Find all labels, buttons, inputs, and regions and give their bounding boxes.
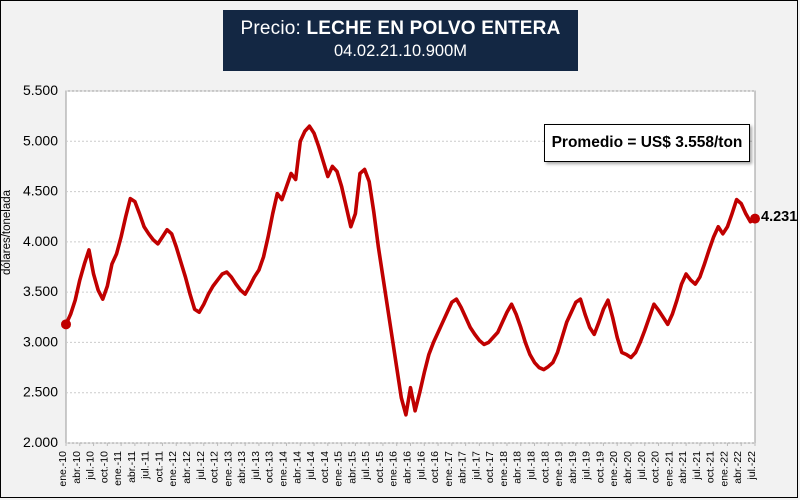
svg-text:ene.-16: ene.-16 <box>388 451 400 487</box>
svg-text:ene.-13: ene.-13 <box>222 451 234 487</box>
svg-text:oct.-17: oct.-17 <box>484 451 496 483</box>
svg-text:2.500: 2.500 <box>23 384 58 400</box>
svg-text:oct.-13: oct.-13 <box>264 451 276 483</box>
svg-text:oct.-16: oct.-16 <box>429 451 441 483</box>
svg-text:5.000: 5.000 <box>23 132 58 148</box>
svg-text:jul.-14: jul.-14 <box>305 451 317 481</box>
svg-text:abr.-20: abr.-20 <box>622 451 634 484</box>
svg-text:ene.-22: ene.-22 <box>718 451 730 487</box>
svg-text:abr.-14: abr.-14 <box>291 451 303 484</box>
svg-text:jul.-17: jul.-17 <box>470 451 482 481</box>
svg-text:abr.-19: abr.-19 <box>567 451 579 484</box>
svg-text:jul.-12: jul.-12 <box>195 451 207 481</box>
svg-text:ene.-17: ene.-17 <box>443 451 455 487</box>
svg-text:jul.-21: jul.-21 <box>691 451 703 481</box>
svg-text:ene.-15: ene.-15 <box>333 451 345 487</box>
svg-text:5.500: 5.500 <box>23 82 58 98</box>
svg-text:jul.-10: jul.-10 <box>85 451 97 481</box>
svg-text:3.500: 3.500 <box>23 283 58 299</box>
svg-text:ene.-19: ene.-19 <box>553 451 565 487</box>
svg-text:4.000: 4.000 <box>23 233 58 249</box>
svg-text:oct.-19: oct.-19 <box>594 451 606 483</box>
svg-text:jul.-15: jul.-15 <box>360 451 372 481</box>
svg-text:oct.-21: oct.-21 <box>705 451 717 483</box>
svg-text:ene.-10: ene.-10 <box>57 451 69 487</box>
svg-text:ene.-18: ene.-18 <box>498 451 510 487</box>
svg-text:4.500: 4.500 <box>23 183 58 199</box>
svg-text:abr.-22: abr.-22 <box>732 451 744 484</box>
svg-text:jul.-18: jul.-18 <box>526 451 538 481</box>
svg-text:oct.-11: oct.-11 <box>153 451 165 482</box>
svg-text:ene.-14: ene.-14 <box>277 451 289 487</box>
svg-text:abr.-15: abr.-15 <box>346 451 358 484</box>
svg-text:oct.-15: oct.-15 <box>374 451 386 483</box>
svg-text:oct.-14: oct.-14 <box>319 451 331 483</box>
svg-text:abr.-10: abr.-10 <box>71 451 83 484</box>
svg-text:oct.-20: oct.-20 <box>650 451 662 483</box>
svg-text:jul.-20: jul.-20 <box>636 451 648 481</box>
svg-text:oct.-10: oct.-10 <box>98 451 110 483</box>
svg-text:ene.-21: ene.-21 <box>663 451 675 487</box>
svg-text:abr.-12: abr.-12 <box>181 451 193 484</box>
svg-text:2.000: 2.000 <box>23 434 58 450</box>
svg-text:abr.-21: abr.-21 <box>677 451 689 484</box>
svg-text:jul.-11: jul.-11 <box>140 451 152 480</box>
svg-text:3.000: 3.000 <box>23 333 58 349</box>
svg-text:ene.-20: ene.-20 <box>608 451 620 487</box>
svg-text:oct.-18: oct.-18 <box>539 451 551 483</box>
svg-text:jul.-19: jul.-19 <box>581 451 593 481</box>
svg-text:jul.-13: jul.-13 <box>250 451 262 481</box>
svg-text:jul.-16: jul.-16 <box>415 451 427 481</box>
svg-text:oct.-12: oct.-12 <box>209 451 221 483</box>
svg-text:ene.-11: ene.-11 <box>112 451 124 486</box>
svg-text:abr.-11: abr.-11 <box>126 451 138 483</box>
svg-text:abr.-18: abr.-18 <box>512 451 524 484</box>
svg-text:abr.-17: abr.-17 <box>457 451 469 484</box>
svg-text:ene.-12: ene.-12 <box>167 451 179 487</box>
svg-text:jul.-22: jul.-22 <box>746 451 758 481</box>
svg-text:abr.-13: abr.-13 <box>236 451 248 484</box>
svg-text:abr.-16: abr.-16 <box>402 451 414 484</box>
